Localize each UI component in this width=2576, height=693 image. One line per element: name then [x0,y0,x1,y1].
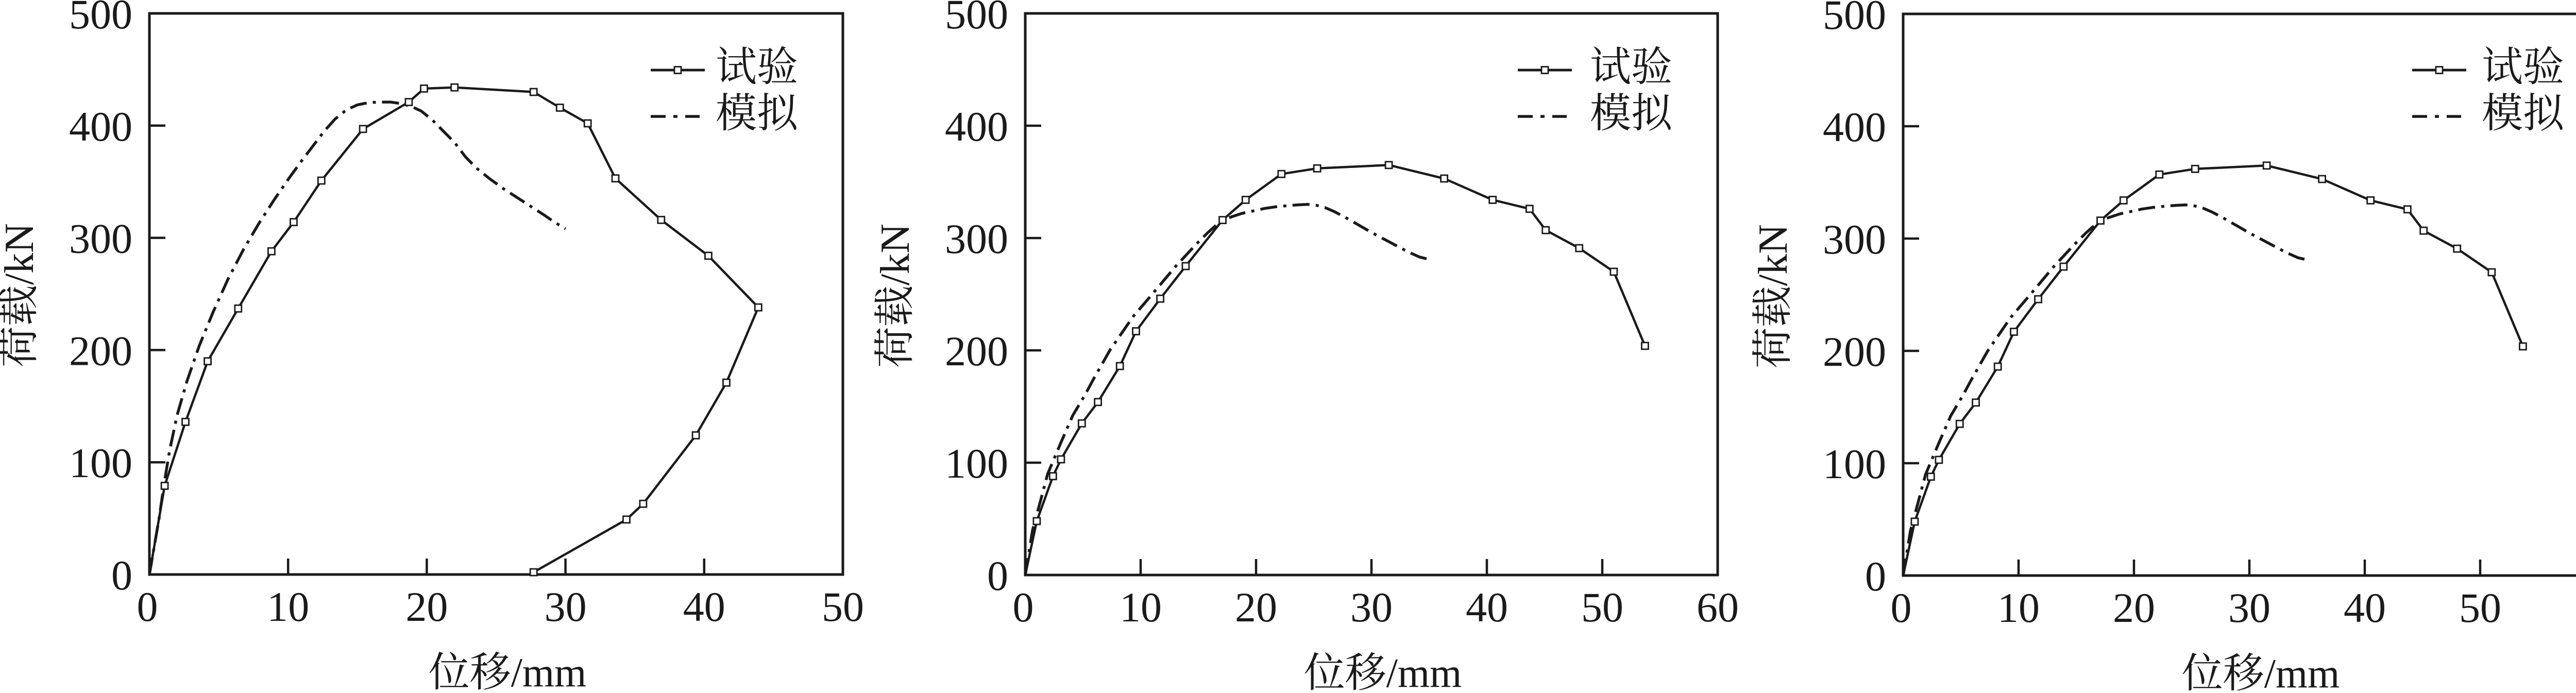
svg-text:500: 500 [1823,0,1886,38]
svg-text:50: 50 [822,583,864,630]
svg-text:40: 40 [683,583,725,630]
svg-text:40: 40 [1466,584,1508,631]
svg-text:400: 400 [1823,104,1886,150]
svg-text:0: 0 [137,583,158,630]
svg-text:100: 100 [69,440,132,486]
svg-text:60: 60 [1697,584,1739,631]
svg-text:100: 100 [1823,441,1886,487]
svg-text:100: 100 [945,440,1008,487]
svg-text:/kN: /kN [1751,224,1796,286]
svg-text:300: 300 [1823,216,1886,263]
svg-text:200: 200 [945,328,1008,375]
svg-text:10: 10 [267,583,309,630]
svg-text:/mm: /mm [2264,651,2340,690]
svg-text:0: 0 [1891,584,1912,631]
svg-text:50: 50 [1581,584,1623,631]
svg-text:30: 30 [2228,584,2270,631]
svg-text:30: 30 [1350,584,1393,631]
svg-text:200: 200 [69,327,132,374]
svg-text:/mm: /mm [511,650,587,690]
svg-text:20: 20 [2113,584,2155,631]
svg-text:50: 50 [2459,584,2501,631]
svg-text:200: 200 [1823,328,1886,375]
svg-text:60: 60 [2574,584,2576,631]
svg-text:0: 0 [1013,584,1034,631]
svg-text:500: 500 [945,0,1008,38]
svg-text:20: 20 [405,583,448,630]
svg-text:10: 10 [1120,584,1162,631]
svg-text:0: 0 [1865,553,1886,600]
svg-text:0: 0 [111,552,132,599]
svg-text:/kN: /kN [873,224,918,285]
svg-text:10: 10 [1997,584,2040,631]
svg-text:30: 30 [545,583,587,630]
svg-text:20: 20 [1235,584,1277,631]
svg-text:500: 500 [69,0,132,38]
svg-text:400: 400 [945,103,1008,150]
svg-text:400: 400 [69,103,132,150]
svg-text:300: 300 [69,215,132,262]
svg-text:300: 300 [945,215,1008,262]
svg-text:0: 0 [987,552,1008,599]
svg-text:40: 40 [2344,584,2386,631]
svg-text:/mm: /mm [1386,651,1462,690]
svg-text:/kN: /kN [0,223,42,285]
